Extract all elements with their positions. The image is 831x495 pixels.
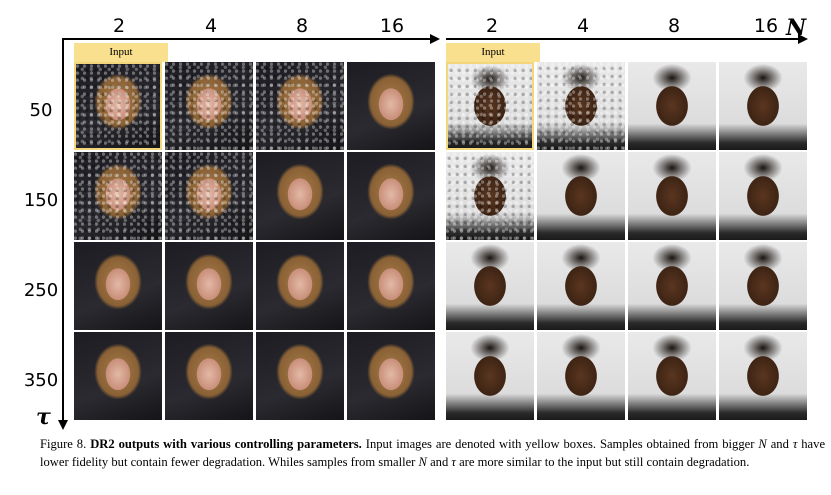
x-axis-line-right bbox=[446, 38, 798, 40]
figure-caption: Figure 8. DR2 outputs with various contr… bbox=[40, 435, 825, 471]
col-label-left-2: 4 bbox=[204, 15, 218, 37]
image-left-r2-c3 bbox=[256, 152, 344, 240]
image-right-r3-c3 bbox=[628, 242, 716, 330]
image-right-r1-c1 bbox=[446, 62, 534, 150]
panel-right-grid bbox=[446, 62, 808, 420]
col-label-right-4: 16 bbox=[753, 15, 779, 37]
image-left-r2-c4 bbox=[347, 152, 435, 240]
image-right-r2-c3 bbox=[628, 152, 716, 240]
figure-number: Figure 8. bbox=[40, 437, 87, 451]
image-right-r4-c3 bbox=[628, 332, 716, 420]
image-left-r1-c2 bbox=[165, 62, 253, 150]
row-label-2: 150 bbox=[23, 190, 59, 211]
image-left-r3-c2 bbox=[165, 242, 253, 330]
image-right-r4-c2 bbox=[537, 332, 625, 420]
col-label-right-2: 4 bbox=[576, 15, 590, 37]
y-axis-symbol: τ bbox=[36, 404, 51, 430]
image-left-r1-c1 bbox=[74, 62, 162, 150]
image-right-r3-c2 bbox=[537, 242, 625, 330]
x-axis-line-left bbox=[62, 38, 430, 40]
caption-text-2: and bbox=[766, 437, 793, 451]
image-right-r1-c3 bbox=[628, 62, 716, 150]
image-right-r3-c4 bbox=[719, 242, 807, 330]
image-left-r4-c2 bbox=[165, 332, 253, 420]
caption-text-3: have lower fidelity but contain fewer de… bbox=[40, 437, 826, 469]
image-left-r2-c2 bbox=[165, 152, 253, 240]
input-tag-left: Input bbox=[74, 43, 168, 62]
panel-left-grid bbox=[74, 62, 436, 420]
row-label-3: 250 bbox=[23, 280, 59, 301]
image-left-r3-c3 bbox=[256, 242, 344, 330]
image-right-r3-c1 bbox=[446, 242, 534, 330]
image-right-r2-c1 bbox=[446, 152, 534, 240]
image-right-r2-c2 bbox=[537, 152, 625, 240]
x-axis-arrow-right bbox=[798, 34, 808, 44]
image-left-r3-c1 bbox=[74, 242, 162, 330]
row-label-4: 350 bbox=[23, 370, 59, 391]
caption-text-5: are more similar to the input but still … bbox=[455, 455, 750, 469]
image-right-r4-c4 bbox=[719, 332, 807, 420]
input-tag-right: Input bbox=[446, 43, 540, 62]
image-left-r4-c1 bbox=[74, 332, 162, 420]
caption-var-tau: τ bbox=[792, 437, 798, 451]
y-axis-line bbox=[62, 38, 64, 422]
caption-text-1: Input images are denoted with yellow box… bbox=[361, 437, 759, 451]
image-right-r1-c2 bbox=[537, 62, 625, 150]
caption-var-tau-2: τ bbox=[451, 455, 456, 469]
image-left-r4-c4 bbox=[347, 332, 435, 420]
col-label-left-3: 8 bbox=[295, 15, 309, 37]
col-label-right-1: 2 bbox=[485, 15, 499, 37]
image-left-r4-c3 bbox=[256, 332, 344, 420]
row-label-1: 50 bbox=[29, 100, 53, 121]
image-right-r2-c4 bbox=[719, 152, 807, 240]
x-axis-arrow-left bbox=[430, 34, 440, 44]
caption-title: DR2 outputs with various controlling par… bbox=[90, 437, 362, 451]
image-left-r1-c3 bbox=[256, 62, 344, 150]
col-label-right-3: 8 bbox=[667, 15, 681, 37]
col-label-left-1: 2 bbox=[112, 15, 126, 37]
image-left-r2-c1 bbox=[74, 152, 162, 240]
caption-text-4: and bbox=[426, 455, 452, 469]
image-left-r1-c4 bbox=[347, 62, 435, 150]
caption-var-n-2: N bbox=[418, 455, 427, 469]
x-axis-symbol: N bbox=[786, 15, 807, 41]
col-label-left-4: 16 bbox=[379, 15, 405, 37]
caption-var-n: N bbox=[758, 437, 767, 451]
image-right-r1-c4 bbox=[719, 62, 807, 150]
image-left-r3-c4 bbox=[347, 242, 435, 330]
y-axis-arrow bbox=[58, 420, 68, 430]
image-right-r4-c1 bbox=[446, 332, 534, 420]
